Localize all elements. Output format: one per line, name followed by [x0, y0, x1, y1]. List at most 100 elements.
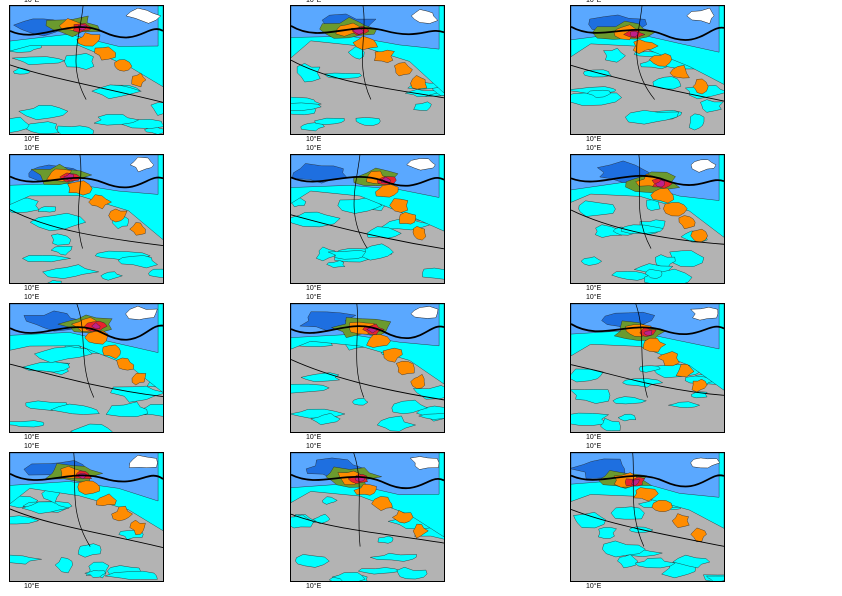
no-data-area — [128, 455, 158, 468]
precip-area-very-heavy — [678, 215, 696, 230]
precip-area-light — [47, 280, 62, 283]
precip-area-light — [21, 255, 71, 263]
precip-area-light — [705, 575, 724, 581]
precip-area-light — [422, 267, 444, 280]
precip-area-max — [643, 330, 653, 336]
map-canvas — [291, 155, 444, 283]
country-border — [10, 209, 163, 246]
precip-area-light — [315, 246, 338, 262]
country-border — [291, 59, 444, 99]
map-canvas — [291, 304, 444, 432]
axis-label-7b: 10°E — [24, 443, 40, 450]
axis-label-1b: 10°E — [24, 145, 40, 152]
precip-area-light — [100, 271, 124, 281]
axis-label-7a: 10°E — [24, 434, 40, 441]
precip-area-very-heavy — [389, 198, 409, 213]
coastline — [10, 175, 163, 189]
precip-area-light — [291, 211, 341, 228]
no-data-area — [125, 7, 162, 24]
coastline — [571, 25, 724, 41]
map-canvas — [10, 304, 163, 432]
precip-area-light — [617, 413, 637, 422]
precip-area-max — [630, 31, 639, 38]
axis-label-4a: 10°E — [24, 285, 40, 292]
precip-area-light — [602, 540, 646, 558]
precip-area-very-heavy — [352, 35, 378, 51]
precip-area-very-heavy — [374, 49, 395, 63]
precip-area-light — [10, 554, 42, 565]
axis-label-8a: 10°E — [306, 434, 322, 441]
precip-area-light — [573, 512, 606, 529]
precip-area-very-heavy — [691, 379, 708, 393]
precip-area-light — [644, 268, 693, 283]
precip-area-light — [700, 99, 724, 113]
country-border — [638, 155, 652, 249]
precip-area-light — [33, 346, 93, 363]
precip-area-very-heavy — [94, 46, 116, 61]
precip-area-light — [42, 264, 99, 279]
no-data-area — [410, 306, 439, 319]
precip-area-light — [10, 116, 30, 133]
coastline — [10, 324, 163, 341]
map-panel-9 — [570, 303, 725, 433]
precip-area-light — [361, 243, 394, 261]
precip-area-light — [310, 413, 341, 425]
map-panel-6 — [570, 154, 725, 284]
precip-area-very-heavy — [410, 374, 426, 389]
precip-area-very-heavy — [399, 211, 416, 225]
precip-area-very-heavy — [412, 523, 429, 539]
axis-label-top-1: 10°E — [24, 0, 40, 4]
country-border — [571, 209, 724, 245]
precip-area-light — [13, 67, 31, 75]
precip-area-very-heavy — [663, 202, 688, 217]
precip-area-light — [413, 101, 432, 111]
precip-area-very-heavy — [412, 226, 427, 241]
precip-area-light — [300, 372, 341, 382]
precip-area-very-heavy — [366, 334, 391, 348]
country-border — [10, 64, 163, 103]
no-data-area — [410, 9, 439, 24]
precip-area-very-heavy — [643, 337, 667, 353]
country-border — [353, 155, 368, 249]
map-canvas — [571, 155, 724, 283]
coastline — [10, 26, 163, 39]
axis-label-2a: 10°E — [306, 136, 322, 143]
coastline — [291, 473, 444, 489]
no-data-area — [129, 156, 155, 173]
precip-area-light — [12, 56, 66, 65]
axis-label-10: 10°E — [24, 583, 40, 590]
precip-area-max — [91, 322, 101, 329]
precip-area-very-heavy — [108, 208, 128, 223]
precip-area-very-heavy — [129, 519, 146, 535]
precip-area-light — [377, 535, 394, 544]
country-border — [76, 304, 95, 398]
precip-area-light — [580, 256, 603, 266]
precip-area-light — [84, 570, 106, 578]
precip-area-light — [332, 572, 366, 581]
country-border — [571, 509, 724, 547]
precip-area-light — [638, 365, 661, 373]
precip-area-very-heavy — [633, 487, 659, 502]
precip-area-light — [672, 554, 711, 569]
map-panel-3 — [570, 5, 725, 135]
precip-area-very-heavy — [116, 357, 134, 371]
precip-area-light — [571, 412, 610, 426]
map-panel-2 — [290, 5, 445, 135]
country-border — [10, 363, 163, 398]
no-data-area — [690, 457, 721, 469]
precip-area-very-heavy — [649, 53, 672, 67]
precip-area-light — [50, 403, 100, 415]
precip-area-light — [10, 420, 45, 428]
precip-area-light — [291, 102, 322, 111]
country-border — [356, 304, 365, 398]
precip-area-very-heavy — [102, 344, 121, 359]
coastline — [291, 25, 444, 35]
precip-area-very-heavy — [84, 330, 109, 345]
map-canvas — [571, 304, 724, 432]
coastline — [571, 174, 724, 186]
precip-area-light — [291, 514, 314, 529]
precip-area-light — [391, 399, 428, 414]
precip-area-light — [117, 255, 159, 269]
precip-area-light — [110, 385, 163, 403]
country-border — [291, 359, 444, 401]
